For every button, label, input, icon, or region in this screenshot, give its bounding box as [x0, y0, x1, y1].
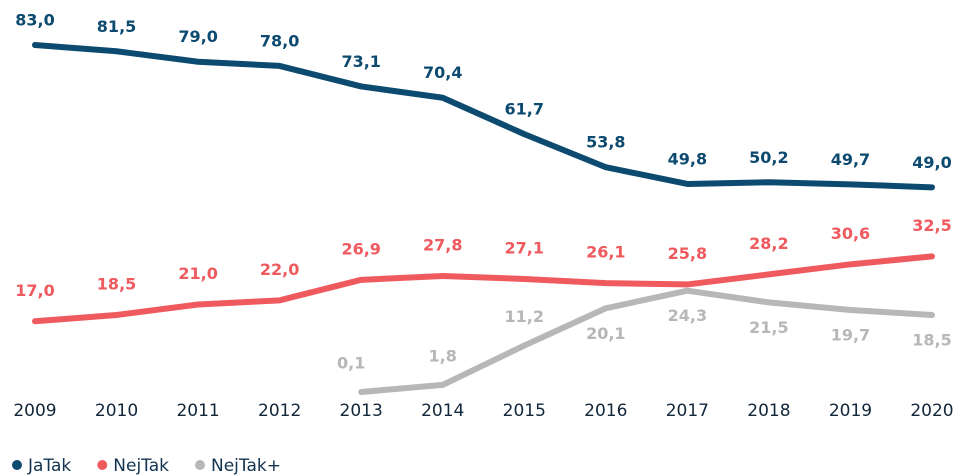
legend-label: NejTak: [113, 456, 169, 476]
x-tick-label: 2013: [340, 401, 383, 421]
data-label: 28,2: [749, 234, 788, 253]
data-label: 26,9: [341, 239, 380, 258]
data-label: 32,5: [912, 216, 951, 235]
data-label: 0,1: [337, 354, 365, 373]
data-label: 17,0: [15, 281, 54, 300]
data-label: 49,8: [668, 149, 707, 168]
data-label: 19,7: [831, 325, 870, 344]
data-label: 22,0: [260, 260, 299, 279]
x-tick-label: 2010: [95, 401, 138, 421]
legend-marker: [195, 460, 205, 470]
line: [32, 253, 935, 325]
data-label: 79,0: [178, 27, 217, 46]
data-label: 81,5: [97, 17, 136, 36]
x-tick-label: 2019: [829, 401, 872, 421]
legend-marker: [12, 460, 22, 470]
data-label: 24,3: [668, 306, 707, 325]
data-label: 11,2: [505, 307, 544, 326]
x-tick-label: 2016: [584, 401, 627, 421]
data-label: 70,4: [423, 63, 462, 82]
x-tick-label: 2017: [666, 401, 709, 421]
data-label: 18,5: [912, 330, 951, 349]
x-tick-label: 2009: [13, 401, 56, 421]
data-label: 27,1: [505, 238, 544, 257]
data-label: 49,7: [831, 150, 870, 169]
data-label: 83,0: [15, 11, 54, 30]
x-tick-label: 2015: [503, 401, 546, 421]
x-tick-label: 2012: [258, 401, 301, 421]
x-tick-label: 2011: [176, 401, 219, 421]
x-tick-label: 2018: [747, 401, 790, 421]
data-label: 20,1: [586, 324, 625, 343]
data-label: 1,8: [429, 346, 457, 365]
legend-label: NejTak+: [211, 456, 281, 476]
x-tick-label: 2020: [910, 401, 953, 421]
data-label: 18,5: [97, 274, 136, 293]
data-label: 61,7: [505, 100, 544, 119]
data-label: 50,2: [749, 148, 788, 167]
data-label: 78,0: [260, 31, 299, 50]
data-label: 27,8: [423, 236, 462, 255]
data-label: 49,0: [912, 153, 951, 172]
x-tick-label: 2014: [421, 401, 464, 421]
data-label: 21,0: [178, 264, 217, 283]
data-label: 21,5: [749, 318, 788, 337]
data-label: 30,6: [831, 224, 870, 243]
data-label: 25,8: [668, 244, 707, 263]
legend-marker: [97, 460, 108, 470]
data-label: 26,1: [586, 243, 625, 262]
line: [32, 42, 935, 191]
legend-label: JaTak: [27, 456, 71, 476]
data-label: 53,8: [586, 133, 625, 152]
data-label: 73,1: [341, 52, 380, 71]
line: [358, 287, 935, 395]
